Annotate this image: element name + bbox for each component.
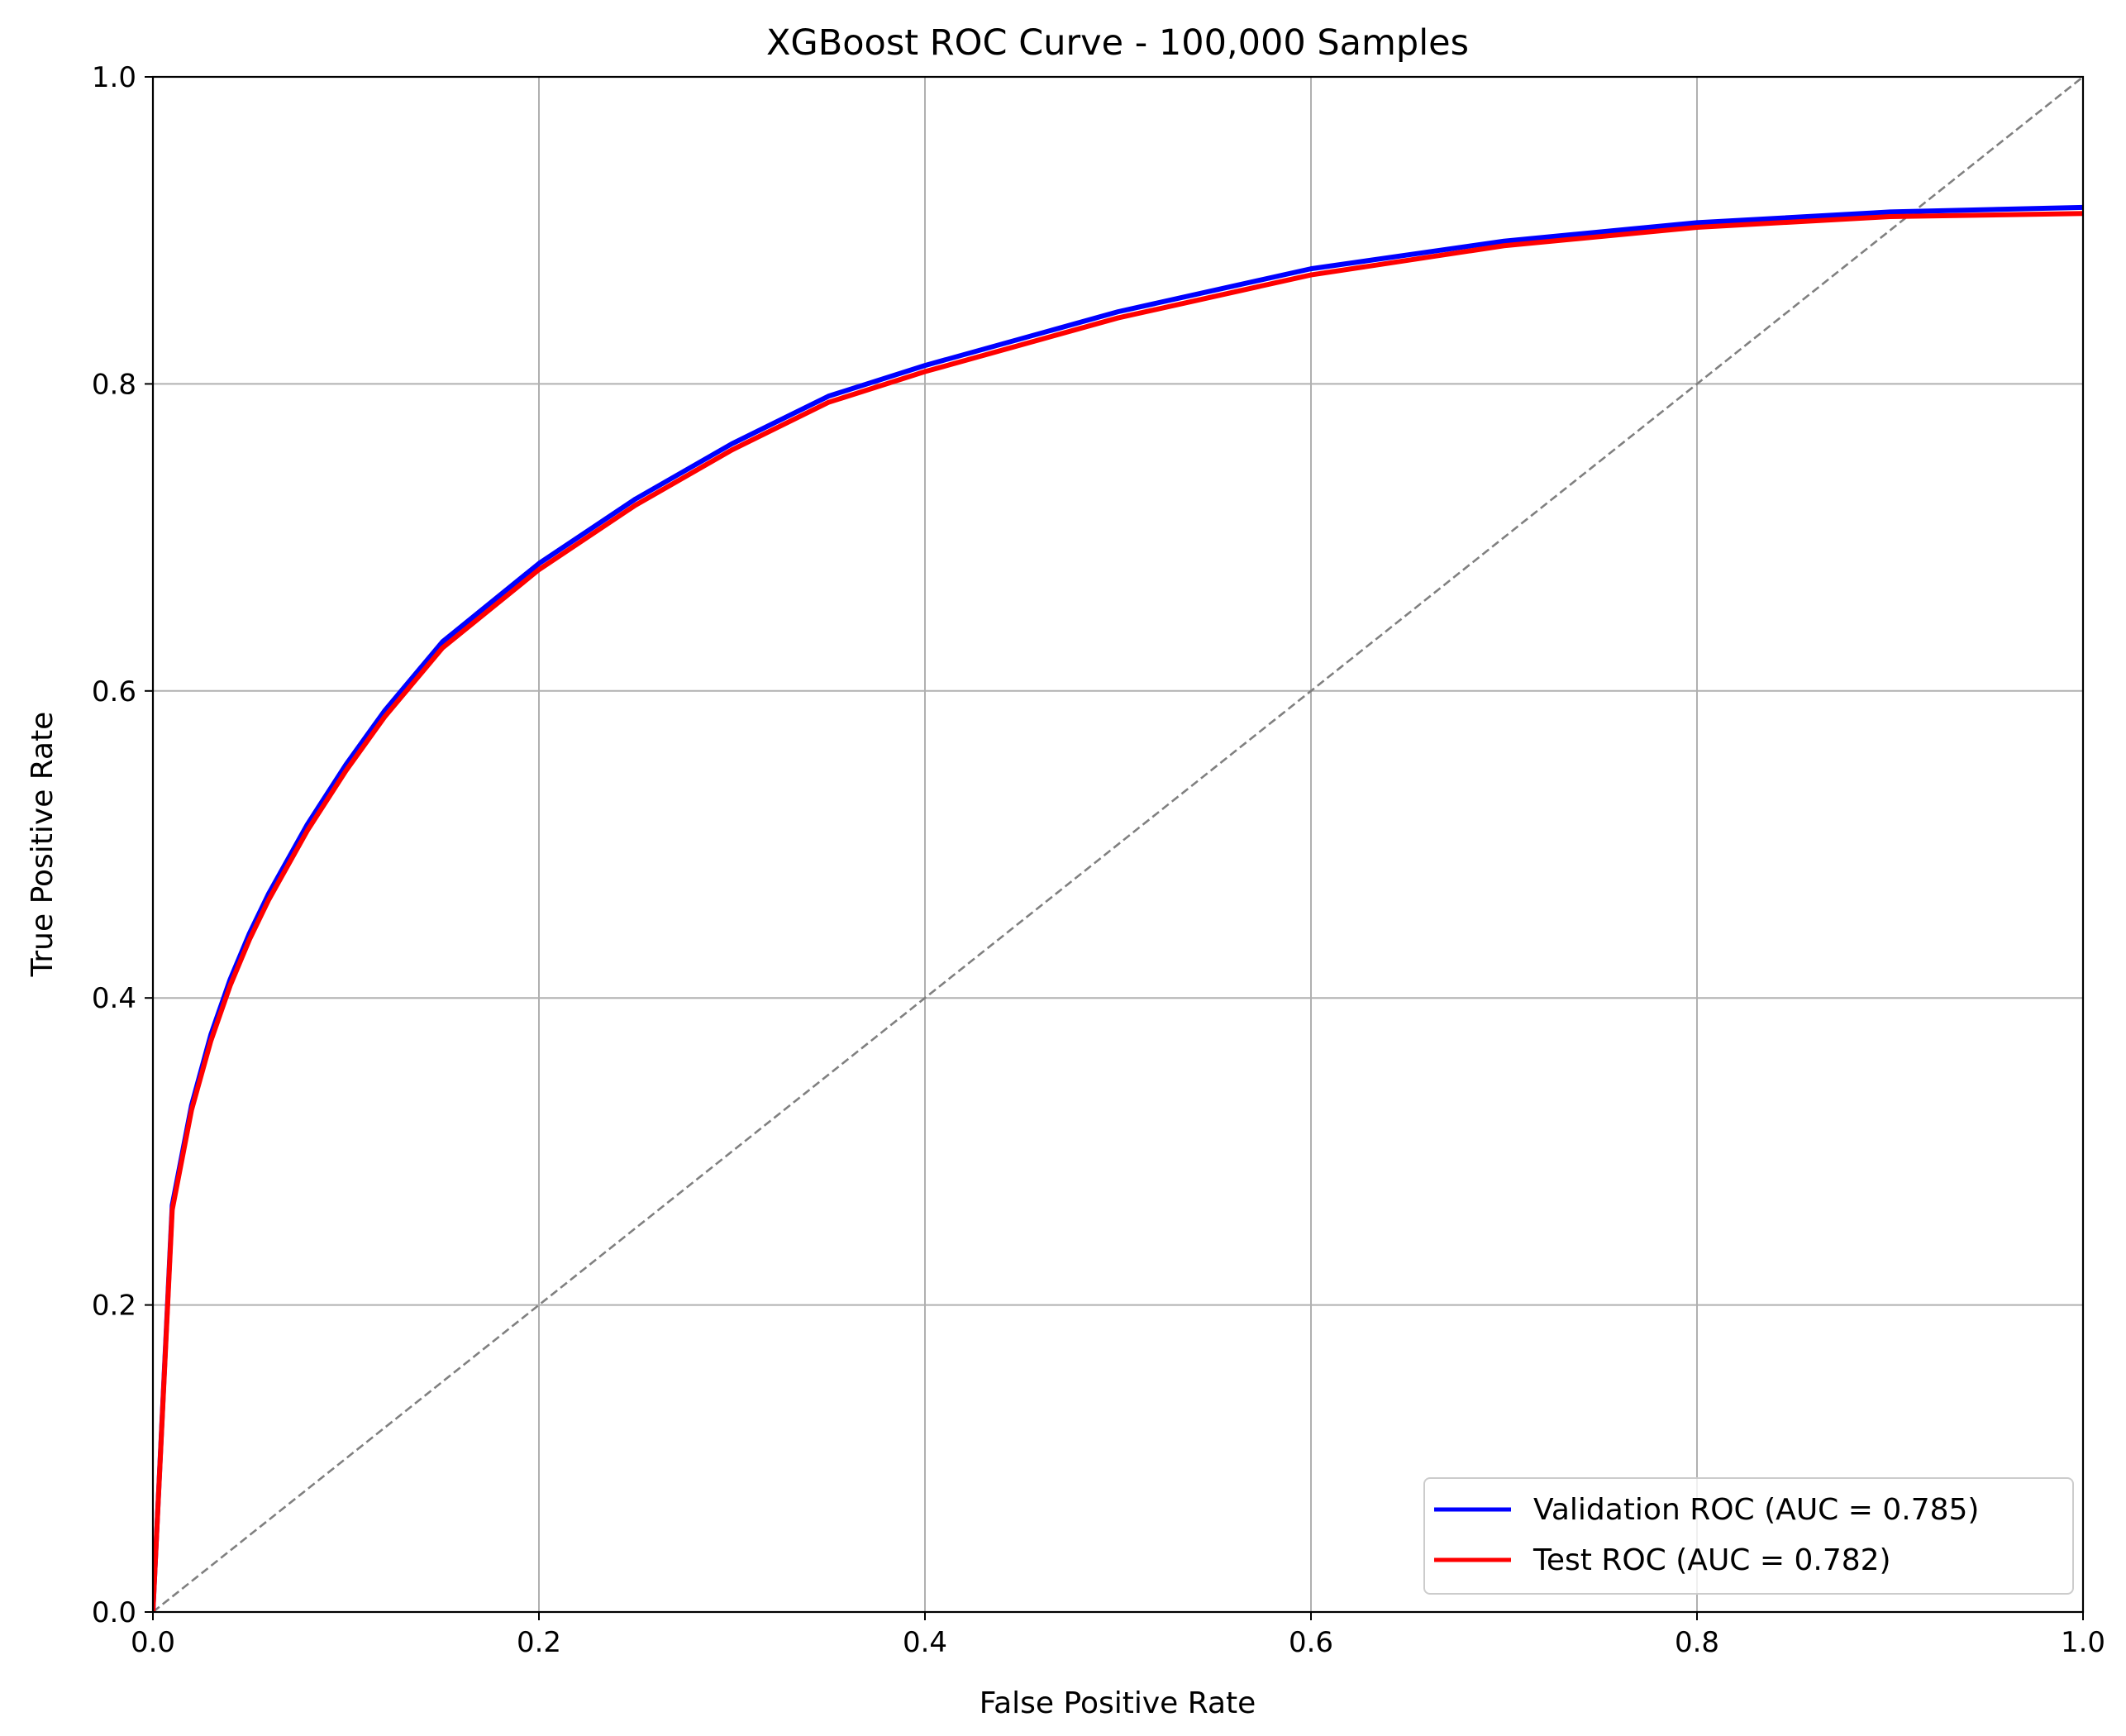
x-tick-label: 0.0 [131, 1626, 175, 1659]
plot-frame [151, 75, 2085, 1614]
y-tick-label: 0.2 [92, 1290, 136, 1323]
chart-title: XGBoost ROC Curve - 100,000 Samples [766, 22, 1469, 64]
x-tick-label: 0.8 [1675, 1626, 1719, 1659]
axis-ticks: 0.0 0.2 0.4 0.6 0.8 1.0 0.0 0.2 0.4 0.6 0.8 1.0 [92, 61, 2105, 1659]
random-classifier-diagonal [153, 77, 2083, 1612]
y-tick-label: 0.4 [92, 982, 136, 1015]
legend-label-test: Test ROC (AUC = 0.782) [1533, 1543, 1891, 1577]
y-tick-label: 0.8 [92, 368, 136, 401]
x-tick-label: 0.6 [1289, 1626, 1333, 1659]
series-lines [153, 77, 2083, 1612]
y-axis-label: True Positive Rate [26, 712, 60, 978]
x-tick-label: 0.4 [903, 1626, 947, 1659]
legend-label-validation: Validation ROC (AUC = 0.785) [1533, 1493, 1979, 1527]
x-tick-label: 1.0 [2061, 1626, 2105, 1659]
y-tick-label: 0.0 [92, 1596, 136, 1629]
x-axis-label: False Positive Rate [980, 1686, 1256, 1720]
legend: Validation ROC (AUC = 0.785) Test ROC (A… [1423, 1477, 2074, 1595]
y-tick-label: 1.0 [92, 61, 136, 94]
y-tick-label: 0.6 [92, 675, 136, 708]
x-tick-label: 0.2 [517, 1626, 561, 1659]
legend-frame [1423, 1477, 2074, 1595]
test-roc-line [153, 211, 2083, 1612]
